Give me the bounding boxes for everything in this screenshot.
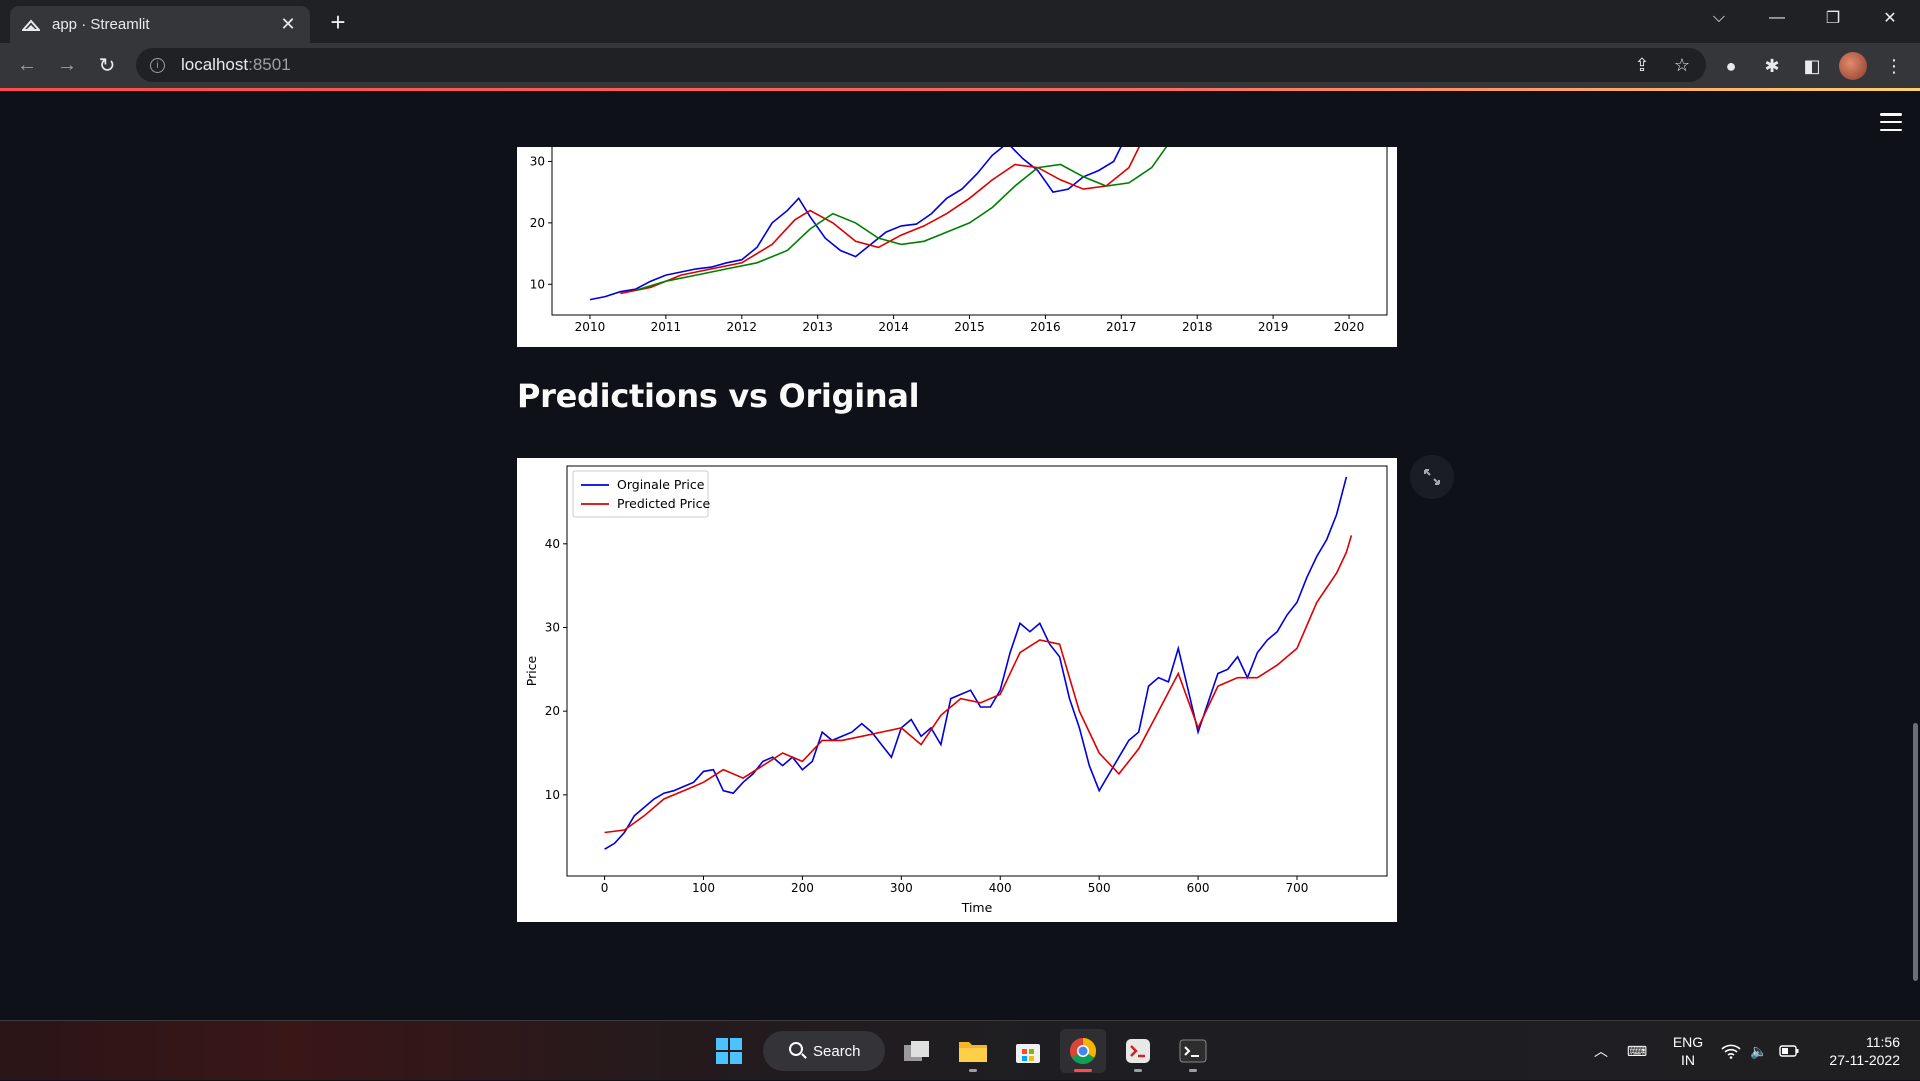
x-tick-label: 2015	[954, 320, 985, 334]
tab-title: app · Streamlit	[52, 16, 150, 33]
search-icon	[789, 1042, 803, 1056]
start-button[interactable]	[706, 1029, 752, 1073]
chrome-button[interactable]	[1060, 1029, 1106, 1073]
url-port: :8501	[248, 55, 291, 74]
plot-frame	[566, 465, 1388, 877]
touch-keyboard-icon[interactable]: ⌨	[1626, 1042, 1648, 1059]
x-tick-label: 600	[1187, 881, 1210, 895]
browser-menu-icon[interactable]: ⋮	[1885, 55, 1903, 76]
x-tick-label: 2012	[726, 320, 757, 334]
bookmark-star-icon[interactable]: ☆	[1673, 54, 1691, 75]
restore-button[interactable]: ❐	[1825, 10, 1841, 27]
share-icon[interactable]: ⇪	[1634, 54, 1650, 75]
file-explorer-button[interactable]	[950, 1029, 996, 1073]
input-language[interactable]: ENG IN	[1672, 1034, 1704, 1068]
forward-button[interactable]: →	[57, 53, 77, 76]
terminal-button[interactable]	[1170, 1029, 1216, 1073]
extension-bulb-icon[interactable]: ●	[1725, 55, 1737, 76]
system-clock[interactable]: 11:56 27-11-2022	[1829, 1034, 1900, 1068]
folder-icon	[959, 1042, 987, 1062]
app-icon	[1126, 1039, 1150, 1063]
microsoft-store-button[interactable]	[1005, 1029, 1051, 1073]
site-info-icon[interactable]: i	[150, 57, 165, 73]
page-scrollbar[interactable]	[1913, 723, 1918, 981]
taskbar-search[interactable]: Search	[763, 1031, 885, 1071]
expand-icon	[1424, 469, 1440, 485]
windows-logo-icon	[716, 1038, 742, 1064]
y-tick-label: 20	[530, 216, 545, 230]
x-tick-label: 2018	[1182, 320, 1213, 334]
x-tick-label: 500	[1088, 881, 1111, 895]
extensions-puzzle-icon[interactable]: ✱	[1764, 55, 1780, 76]
x-tick-label: 2016	[1030, 320, 1061, 334]
terminal-icon	[1179, 1039, 1207, 1063]
y-tick-label: 30	[530, 154, 545, 168]
browser-tab[interactable]: app · Streamlit ✕	[10, 6, 310, 43]
x-tick-label: 2010	[575, 320, 606, 334]
minimize-button[interactable]: —	[1769, 9, 1785, 26]
x-tick-label: 2011	[651, 320, 682, 334]
back-button[interactable]: ←	[17, 53, 37, 76]
volume-icon[interactable]: 🔈	[1750, 1042, 1768, 1059]
x-tick-label: 2013	[802, 320, 833, 334]
series-line-1	[604, 535, 1353, 834]
predictions-chart: 0 100 200 300 400 500 600 700 10 20 30 40 Time Price O…	[517, 458, 1397, 922]
predictions-chart-svg: 0 100 200 300 400 500 600 700 10 20 30 40 Time Price O…	[524, 465, 1388, 915]
side-panel-icon[interactable]: ◧	[1803, 55, 1821, 76]
x-tick-label: 2017	[1106, 320, 1137, 334]
address-bar[interactable]: i localhost:8501 ⇪ ☆	[136, 48, 1706, 82]
legend-box	[572, 470, 709, 518]
x-axis-label: Time	[961, 900, 993, 915]
wifi-icon[interactable]	[1720, 1021, 1742, 1081]
streamlit-decoration-bar	[0, 88, 1920, 91]
main-menu-icon[interactable]	[1880, 113, 1902, 131]
x-tick-label: 0	[601, 881, 609, 895]
page-heading: Predictions vs Original	[517, 377, 920, 415]
browser-tab-strip: app · Streamlit ✕ + ⌵ — ❐ ✕	[0, 0, 1920, 43]
close-window-button[interactable]: ✕	[1883, 10, 1897, 27]
streamlit-logo-icon	[22, 16, 40, 34]
y-tick-label: 10	[545, 788, 560, 802]
plot-frame	[551, 147, 1388, 316]
x-tick-label: 300	[890, 881, 913, 895]
battery-icon[interactable]	[1778, 1021, 1800, 1081]
streamlit-main: 2010 2011 2012 2013 2014 2015 2016 2017 2018 2019…	[0, 91, 1920, 1020]
series-line-2	[635, 147, 1168, 292]
moving-average-chart: 2010 2011 2012 2013 2014 2015 2016 2017 2018 2019…	[517, 147, 1397, 347]
legend-label: Orginale Price	[617, 477, 705, 492]
series-line-1	[620, 147, 1140, 295]
store-icon	[1016, 1044, 1040, 1063]
series-line-0	[589, 147, 1122, 301]
tab-search-chevron-icon[interactable]: ⌵	[1712, 9, 1726, 26]
url-host: localhost	[181, 55, 249, 74]
windows-taskbar: Search	[0, 1020, 1920, 1080]
x-tick-label: 100	[692, 881, 715, 895]
new-tab-button[interactable]: +	[330, 6, 346, 37]
chrome-icon	[1069, 1037, 1097, 1065]
x-tick-label: 700	[1286, 881, 1309, 895]
y-tick-label: 40	[545, 537, 560, 551]
x-tick-label: 200	[791, 881, 814, 895]
y-tick-label: 20	[545, 704, 560, 718]
show-hidden-icons-chevron-icon[interactable]: ︿	[1594, 1043, 1608, 1059]
fullscreen-expand-button[interactable]	[1410, 455, 1454, 499]
close-tab-icon[interactable]: ✕	[280, 14, 296, 34]
x-tick-label: 2014	[878, 320, 909, 334]
browser-toolbar: ← → ↻ i localhost:8501 ⇪ ☆ ● ✱ ◧ ⋮	[0, 43, 1920, 88]
task-view-button[interactable]	[894, 1029, 940, 1073]
series-line-0	[604, 476, 1348, 850]
y-tick-label: 30	[545, 620, 560, 634]
app-button[interactable]	[1115, 1029, 1161, 1073]
task-view-icon	[904, 1041, 929, 1061]
legend-label: Predicted Price	[617, 496, 710, 511]
y-axis-label: Price	[524, 655, 539, 686]
x-tick-label: 400	[989, 881, 1012, 895]
reload-button[interactable]: ↻	[98, 54, 116, 77]
moving-average-chart-svg: 2010 2011 2012 2013 2014 2015 2016 2017 2018 2019…	[530, 147, 1388, 334]
x-tick-label: 2020	[1334, 320, 1365, 334]
profile-avatar[interactable]	[1839, 52, 1867, 80]
y-tick-label: 10	[530, 277, 545, 291]
x-tick-label: 2019	[1258, 320, 1289, 334]
